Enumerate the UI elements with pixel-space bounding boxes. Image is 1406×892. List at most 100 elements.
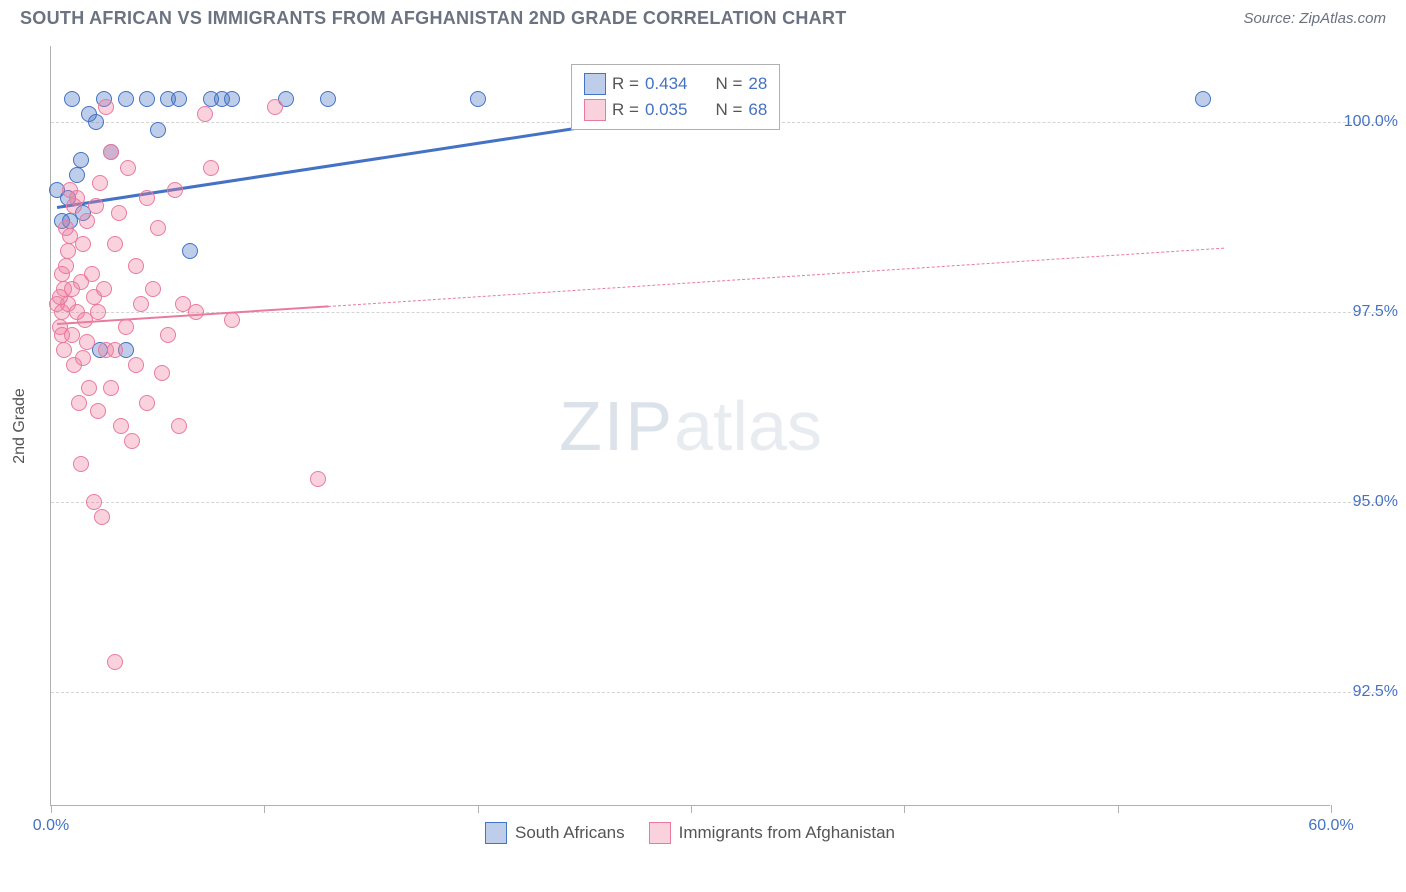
stats-legend-row: R = 0.434 N = 28: [584, 71, 767, 97]
r-label: R =: [612, 100, 639, 120]
legend-swatch: [584, 73, 606, 95]
legend-label: South Africans: [515, 823, 625, 843]
data-point: [107, 236, 123, 252]
data-point: [145, 281, 161, 297]
x-tick-label: 0.0%: [33, 817, 69, 835]
data-point: [150, 220, 166, 236]
data-point: [320, 91, 336, 107]
data-point: [1195, 91, 1211, 107]
plot-area: ZIPatlas 92.5%95.0%97.5%100.0%0.0%60.0%R…: [50, 46, 1330, 806]
data-point: [90, 403, 106, 419]
data-point: [94, 509, 110, 525]
gridline-h: [51, 502, 1381, 503]
data-point: [81, 380, 97, 396]
data-point: [58, 258, 74, 274]
watermark-atlas: atlas: [674, 387, 822, 465]
data-point: [118, 91, 134, 107]
data-point: [75, 236, 91, 252]
data-point: [111, 205, 127, 221]
y-tick-label: 100.0%: [1338, 113, 1398, 131]
data-point: [79, 213, 95, 229]
data-point: [96, 281, 112, 297]
r-value: 0.434: [645, 74, 688, 94]
n-label: N =: [715, 74, 742, 94]
data-point: [167, 182, 183, 198]
data-point: [171, 91, 187, 107]
data-point: [118, 319, 134, 335]
data-point: [73, 152, 89, 168]
watermark: ZIPatlas: [559, 386, 822, 466]
x-tick: [264, 805, 265, 813]
data-point: [154, 365, 170, 381]
chart-header: SOUTH AFRICAN VS IMMIGRANTS FROM AFGHANI…: [0, 0, 1406, 35]
data-point: [171, 418, 187, 434]
n-label: N =: [715, 100, 742, 120]
x-tick: [904, 805, 905, 813]
chart-title: SOUTH AFRICAN VS IMMIGRANTS FROM AFGHANI…: [20, 8, 847, 29]
stats-legend: R = 0.434 N = 28 R = 0.035 N = 68: [571, 64, 780, 130]
x-tick: [51, 805, 52, 813]
data-point: [92, 175, 108, 191]
data-point: [197, 106, 213, 122]
data-point: [73, 456, 89, 472]
data-point: [107, 654, 123, 670]
data-point: [224, 312, 240, 328]
data-point: [310, 471, 326, 487]
data-point: [88, 198, 104, 214]
legend-swatch: [584, 99, 606, 121]
x-tick: [1331, 805, 1332, 813]
data-point: [133, 296, 149, 312]
data-point: [124, 433, 140, 449]
watermark-zip: ZIP: [559, 387, 674, 465]
source-label: Source: ZipAtlas.com: [1243, 10, 1386, 27]
data-point: [107, 342, 123, 358]
gridline-h: [51, 692, 1381, 693]
data-point: [86, 494, 102, 510]
bottom-legend: South Africans Immigrants from Afghanista…: [485, 822, 895, 844]
bottom-legend-item: South Africans: [485, 822, 625, 844]
data-point: [64, 91, 80, 107]
data-point: [103, 144, 119, 160]
legend-swatch: [485, 822, 507, 844]
data-point: [71, 395, 87, 411]
data-point: [224, 91, 240, 107]
r-label: R =: [612, 74, 639, 94]
y-tick-label: 95.0%: [1338, 493, 1398, 511]
data-point: [470, 91, 486, 107]
data-point: [128, 357, 144, 373]
data-point: [64, 327, 80, 343]
stats-legend-row: R = 0.035 N = 68: [584, 97, 767, 123]
data-point: [75, 350, 91, 366]
legend-swatch: [649, 822, 671, 844]
n-value: 68: [748, 100, 767, 120]
x-tick: [691, 805, 692, 813]
data-point: [84, 266, 100, 282]
x-tick: [478, 805, 479, 813]
data-point: [182, 243, 198, 259]
data-point: [139, 91, 155, 107]
data-point: [120, 160, 136, 176]
data-point: [160, 327, 176, 343]
data-point: [90, 304, 106, 320]
data-point: [56, 342, 72, 358]
y-tick-label: 92.5%: [1338, 683, 1398, 701]
data-point: [69, 190, 85, 206]
y-axis-title: 2nd Grade: [11, 388, 29, 464]
data-point: [88, 114, 104, 130]
data-point: [103, 380, 119, 396]
data-point: [139, 395, 155, 411]
legend-label: Immigrants from Afghanistan: [679, 823, 895, 843]
data-point: [139, 190, 155, 206]
y-tick-label: 97.5%: [1338, 303, 1398, 321]
chart-container: 2nd Grade ZIPatlas 92.5%95.0%97.5%100.0%…: [50, 46, 1330, 806]
data-point: [128, 258, 144, 274]
x-tick-label: 60.0%: [1308, 817, 1353, 835]
data-point: [150, 122, 166, 138]
data-point: [79, 334, 95, 350]
data-point: [113, 418, 129, 434]
data-point: [188, 304, 204, 320]
x-tick: [1118, 805, 1119, 813]
n-value: 28: [748, 74, 767, 94]
r-value: 0.035: [645, 100, 688, 120]
data-point: [60, 243, 76, 259]
